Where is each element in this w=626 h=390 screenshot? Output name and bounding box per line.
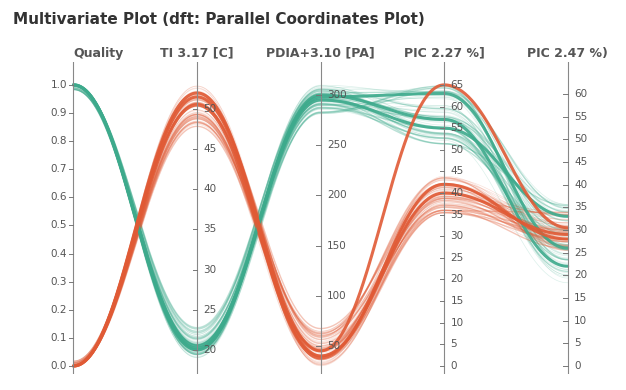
Text: 20: 20: [203, 345, 217, 355]
Text: 0.3: 0.3: [51, 277, 67, 287]
Text: 20: 20: [451, 275, 464, 284]
Text: 25: 25: [574, 248, 587, 258]
Text: 40: 40: [574, 180, 587, 190]
Text: 300: 300: [327, 90, 347, 100]
Text: 0: 0: [574, 361, 580, 371]
Text: 250: 250: [327, 140, 347, 150]
Text: 45: 45: [203, 144, 217, 154]
Text: 45: 45: [574, 157, 587, 167]
Text: 55: 55: [574, 112, 587, 122]
Text: 60: 60: [451, 101, 464, 112]
Text: 50: 50: [327, 341, 340, 351]
Text: 0.7: 0.7: [51, 164, 67, 174]
Text: 65: 65: [451, 80, 464, 90]
Text: 5: 5: [574, 338, 581, 348]
Text: 0.5: 0.5: [51, 220, 67, 230]
Text: 0.2: 0.2: [51, 305, 67, 315]
Text: Quality: Quality: [73, 46, 124, 60]
Text: 50: 50: [574, 134, 587, 144]
Text: PIC 2.27 %]: PIC 2.27 %]: [404, 46, 485, 60]
Text: 0: 0: [451, 361, 457, 371]
Text: Multivariate Plot (dft: Parallel Coordinates Plot): Multivariate Plot (dft: Parallel Coordin…: [13, 12, 424, 27]
Text: 30: 30: [203, 264, 217, 275]
Text: PIC 2.47 %): PIC 2.47 %): [527, 46, 608, 60]
Text: 35: 35: [203, 224, 217, 234]
Text: 0.9: 0.9: [51, 108, 67, 118]
Text: 1.0: 1.0: [51, 80, 67, 90]
Text: 0.1: 0.1: [51, 333, 67, 343]
Text: 100: 100: [327, 291, 347, 301]
Text: 60: 60: [574, 89, 587, 99]
Text: 30: 30: [574, 225, 587, 235]
Text: 35: 35: [574, 202, 587, 212]
Text: 35: 35: [451, 209, 464, 220]
Text: 0.6: 0.6: [51, 192, 67, 202]
Text: 0.8: 0.8: [51, 136, 67, 146]
Text: 0.4: 0.4: [51, 248, 67, 259]
Text: 200: 200: [327, 190, 347, 200]
Text: 10: 10: [451, 318, 464, 328]
Text: 25: 25: [203, 305, 217, 315]
Text: 50: 50: [451, 145, 464, 155]
Text: 15: 15: [574, 293, 587, 303]
Text: 50: 50: [203, 104, 217, 114]
Text: 55: 55: [451, 123, 464, 133]
Text: PDIA+3.10 [PA]: PDIA+3.10 [PA]: [266, 46, 375, 60]
Text: 10: 10: [574, 316, 587, 326]
Text: 40: 40: [203, 184, 217, 194]
Text: 0.0: 0.0: [51, 361, 67, 371]
Text: TI 3.17 [C]: TI 3.17 [C]: [160, 46, 234, 60]
Text: 150: 150: [327, 241, 347, 250]
Text: 45: 45: [451, 167, 464, 176]
Text: 15: 15: [451, 296, 464, 306]
Text: 30: 30: [451, 231, 464, 241]
Text: 40: 40: [451, 188, 464, 198]
Text: 25: 25: [451, 253, 464, 263]
Text: 5: 5: [451, 339, 457, 349]
Text: 20: 20: [574, 270, 587, 280]
